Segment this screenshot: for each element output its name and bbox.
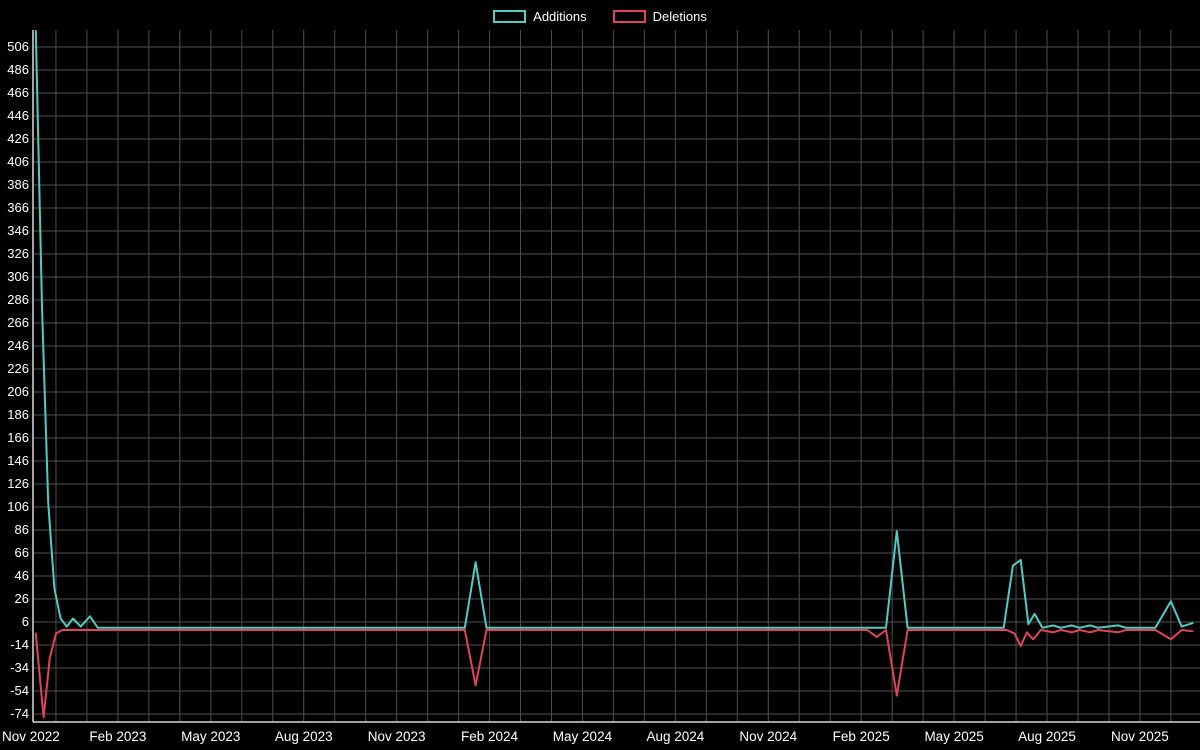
deletions-series-line (34, 629, 1194, 719)
y-tick-label: 466 (7, 85, 29, 100)
y-tick-label: 86 (15, 522, 29, 537)
gridlines (33, 30, 1200, 722)
y-tick-label: 166 (7, 430, 29, 445)
y-tick-label: 6 (22, 614, 29, 629)
y-tick-label: 106 (7, 499, 29, 514)
x-tick-label: Nov 2024 (739, 729, 797, 744)
y-tick-label: 426 (7, 131, 29, 146)
deletions-series-swatch (612, 10, 646, 23)
y-tick-label: -34 (10, 660, 29, 675)
y-axis-tick-labels: 5064864664464264063863663463263062862662… (7, 39, 29, 721)
y-tick-label: 486 (7, 62, 29, 77)
x-tick-label: May 2025 (924, 729, 983, 744)
y-tick-label: -54 (10, 683, 29, 698)
x-tick-label: Aug 2025 (1018, 729, 1076, 744)
y-tick-label: 266 (7, 315, 29, 330)
x-tick-label: Nov 2022 (2, 729, 60, 744)
x-tick-label: Aug 2023 (275, 729, 333, 744)
y-tick-label: 146 (7, 453, 29, 468)
y-tick-label: 46 (15, 568, 29, 583)
y-tick-label: 406 (7, 154, 29, 169)
chart-legend: Additions Deletions (0, 8, 1200, 25)
y-tick-label: 326 (7, 246, 29, 261)
y-tick-label: -14 (10, 637, 29, 652)
y-tick-label: 126 (7, 476, 29, 491)
x-tick-label: Nov 2023 (368, 729, 426, 744)
y-tick-label: -74 (10, 706, 29, 721)
deletions-legend-label: Deletions (652, 9, 707, 24)
x-tick-label: May 2024 (553, 729, 613, 744)
additions-legend-label: Additions (533, 9, 587, 24)
x-axis-tick-labels: Nov 2022 Feb 2023 May 2023 Aug 2023 Nov 2023… (2, 729, 1169, 744)
x-tick-label: Aug 2024 (646, 729, 704, 744)
y-tick-label: 346 (7, 223, 29, 238)
axes (32, 30, 1200, 723)
x-tick-label: May 2023 (181, 729, 240, 744)
y-tick-label: 306 (7, 269, 29, 284)
legend-item-deletions[interactable]: Deletions (612, 8, 707, 25)
x-tick-label: Feb 2023 (89, 729, 146, 744)
y-tick-label: 286 (7, 292, 29, 307)
y-tick-label: 26 (15, 591, 29, 606)
x-tick-label: Feb 2024 (461, 729, 519, 744)
y-tick-label: 246 (7, 338, 29, 353)
additions-series-swatch (493, 10, 527, 23)
y-tick-label: 366 (7, 200, 29, 215)
x-tick-label: Feb 2025 (833, 729, 890, 744)
x-tick-label: Nov 2025 (1111, 729, 1169, 744)
y-tick-label: 66 (15, 545, 29, 560)
y-tick-label: 226 (7, 361, 29, 376)
y-tick-label: 446 (7, 108, 29, 123)
y-tick-label: 186 (7, 407, 29, 422)
additions-series-line (34, 29, 1194, 629)
y-tick-label: 386 (7, 177, 29, 192)
y-tick-label: 206 (7, 384, 29, 399)
y-tick-label: 506 (7, 39, 29, 54)
legend-item-additions[interactable]: Additions (493, 8, 587, 25)
